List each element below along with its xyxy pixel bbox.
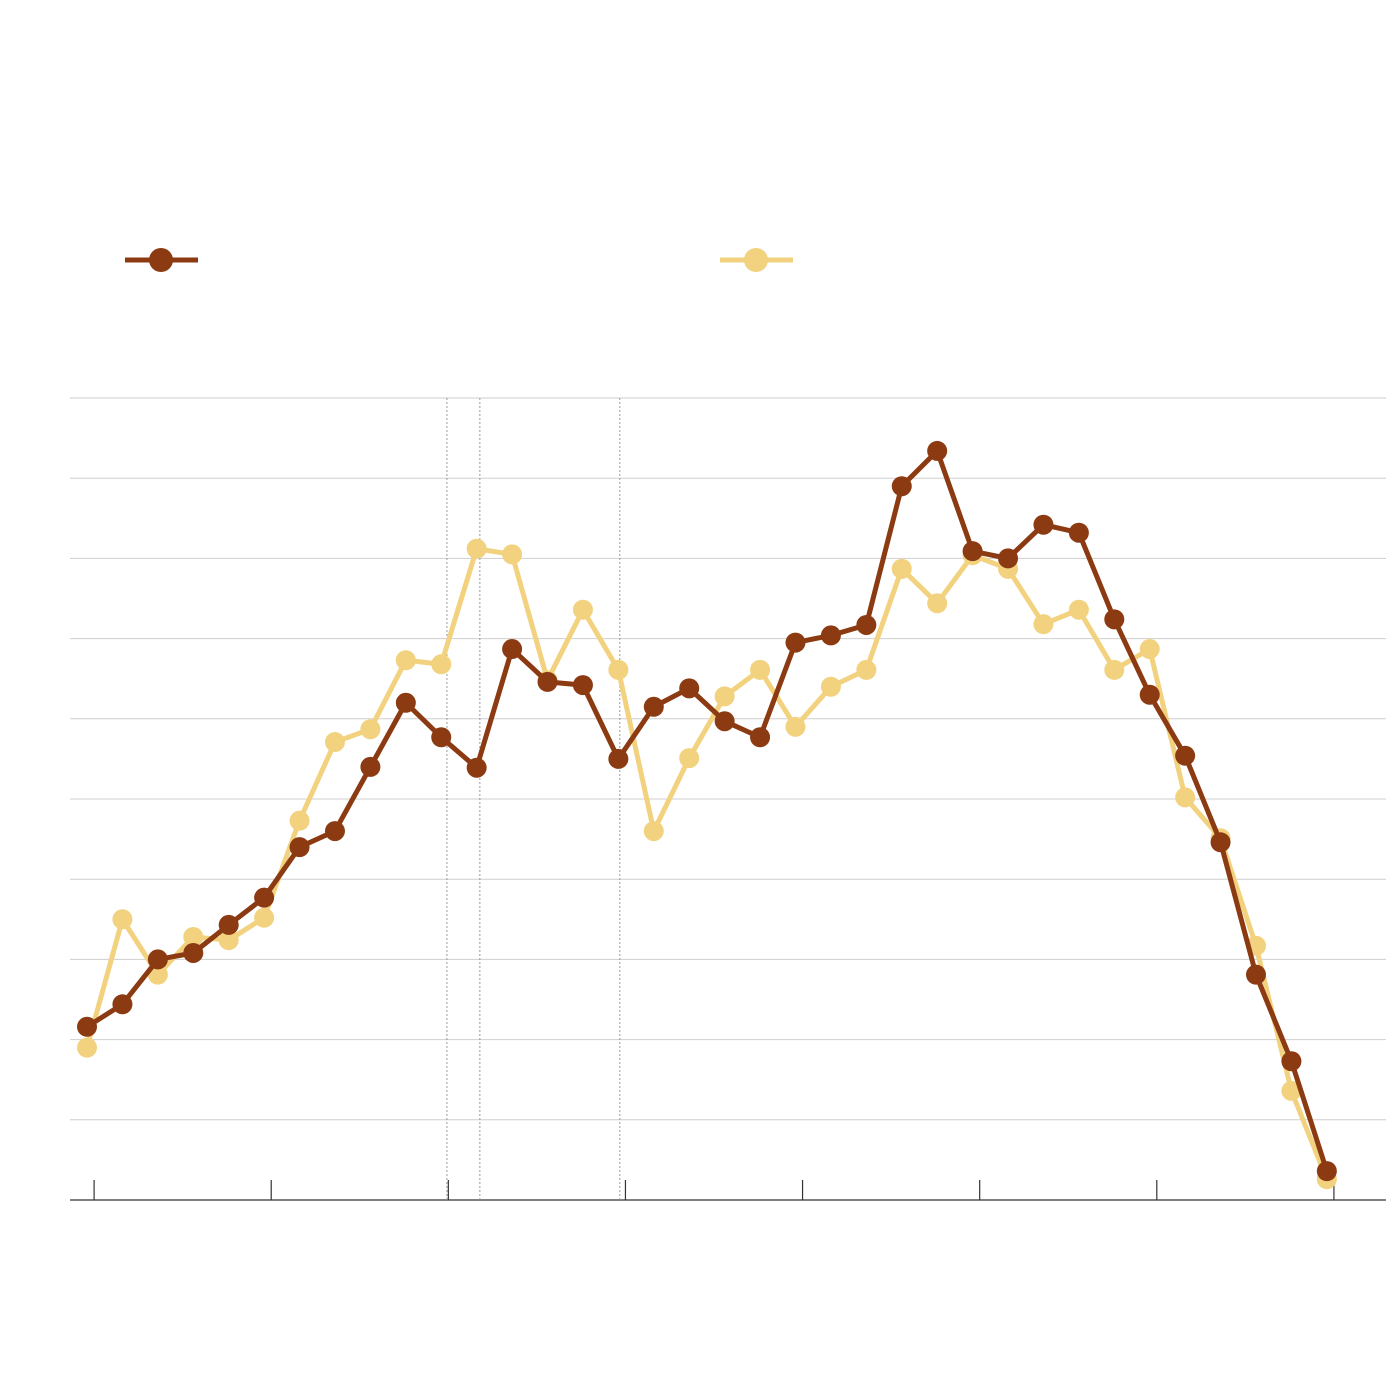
data-point [1033,614,1054,635]
data-point [1316,1161,1337,1182]
series-line [85,448,1330,1172]
data-point [714,711,735,732]
data-point [1068,599,1089,620]
data-point [395,650,416,671]
data-point [679,748,700,769]
data-point [891,476,912,497]
data-point [927,440,948,461]
series-line [84,546,1330,1181]
data-point [856,659,877,680]
data-point [218,930,239,951]
data-point [643,696,664,717]
data-point [608,748,629,769]
data-point [1210,832,1231,853]
data-point [254,907,275,928]
data-point [785,632,806,653]
data-point [714,686,735,707]
data-point [1175,787,1196,808]
data-point [572,675,593,696]
data-point [962,541,983,562]
data-point [820,625,841,646]
data-point [324,732,345,753]
data-point [466,757,487,778]
data-point [1175,745,1196,766]
data-point [360,719,381,740]
data-point [1281,1080,1302,1101]
data-point [750,659,771,680]
data-point [360,756,381,777]
data-point [1104,609,1125,630]
data-point [324,821,345,842]
data-point [431,654,452,675]
data-point [998,548,1019,569]
data-point [183,942,204,963]
data-point [112,994,133,1015]
data-point [1068,522,1089,543]
data-point [77,1016,98,1037]
data-point [431,727,452,748]
legend-marker [744,248,768,272]
data-point [1245,964,1266,985]
data-point [218,914,239,935]
data-point [112,909,133,930]
data-point [820,676,841,697]
data-point [785,716,806,737]
data-point [147,949,168,970]
data-point [183,926,204,947]
data-point [502,639,523,660]
data-point [750,727,771,748]
data-point [856,614,877,635]
data-point [1033,514,1054,535]
data-point [572,599,593,620]
data-point [1139,684,1160,705]
data-point [395,692,416,713]
data-point [77,1037,98,1058]
data-point [1104,659,1125,680]
data-point [502,544,523,565]
data-point [891,558,912,579]
data-point [608,659,629,680]
data-point [1281,1051,1302,1072]
data-point [679,678,700,699]
data-point [466,538,487,559]
data-point [927,593,948,614]
data-point [289,837,310,858]
data-point [1139,639,1160,660]
data-point [643,821,664,842]
legend-marker [149,248,173,272]
data-point [289,810,310,831]
data-point [537,671,558,692]
data-point [254,887,275,908]
